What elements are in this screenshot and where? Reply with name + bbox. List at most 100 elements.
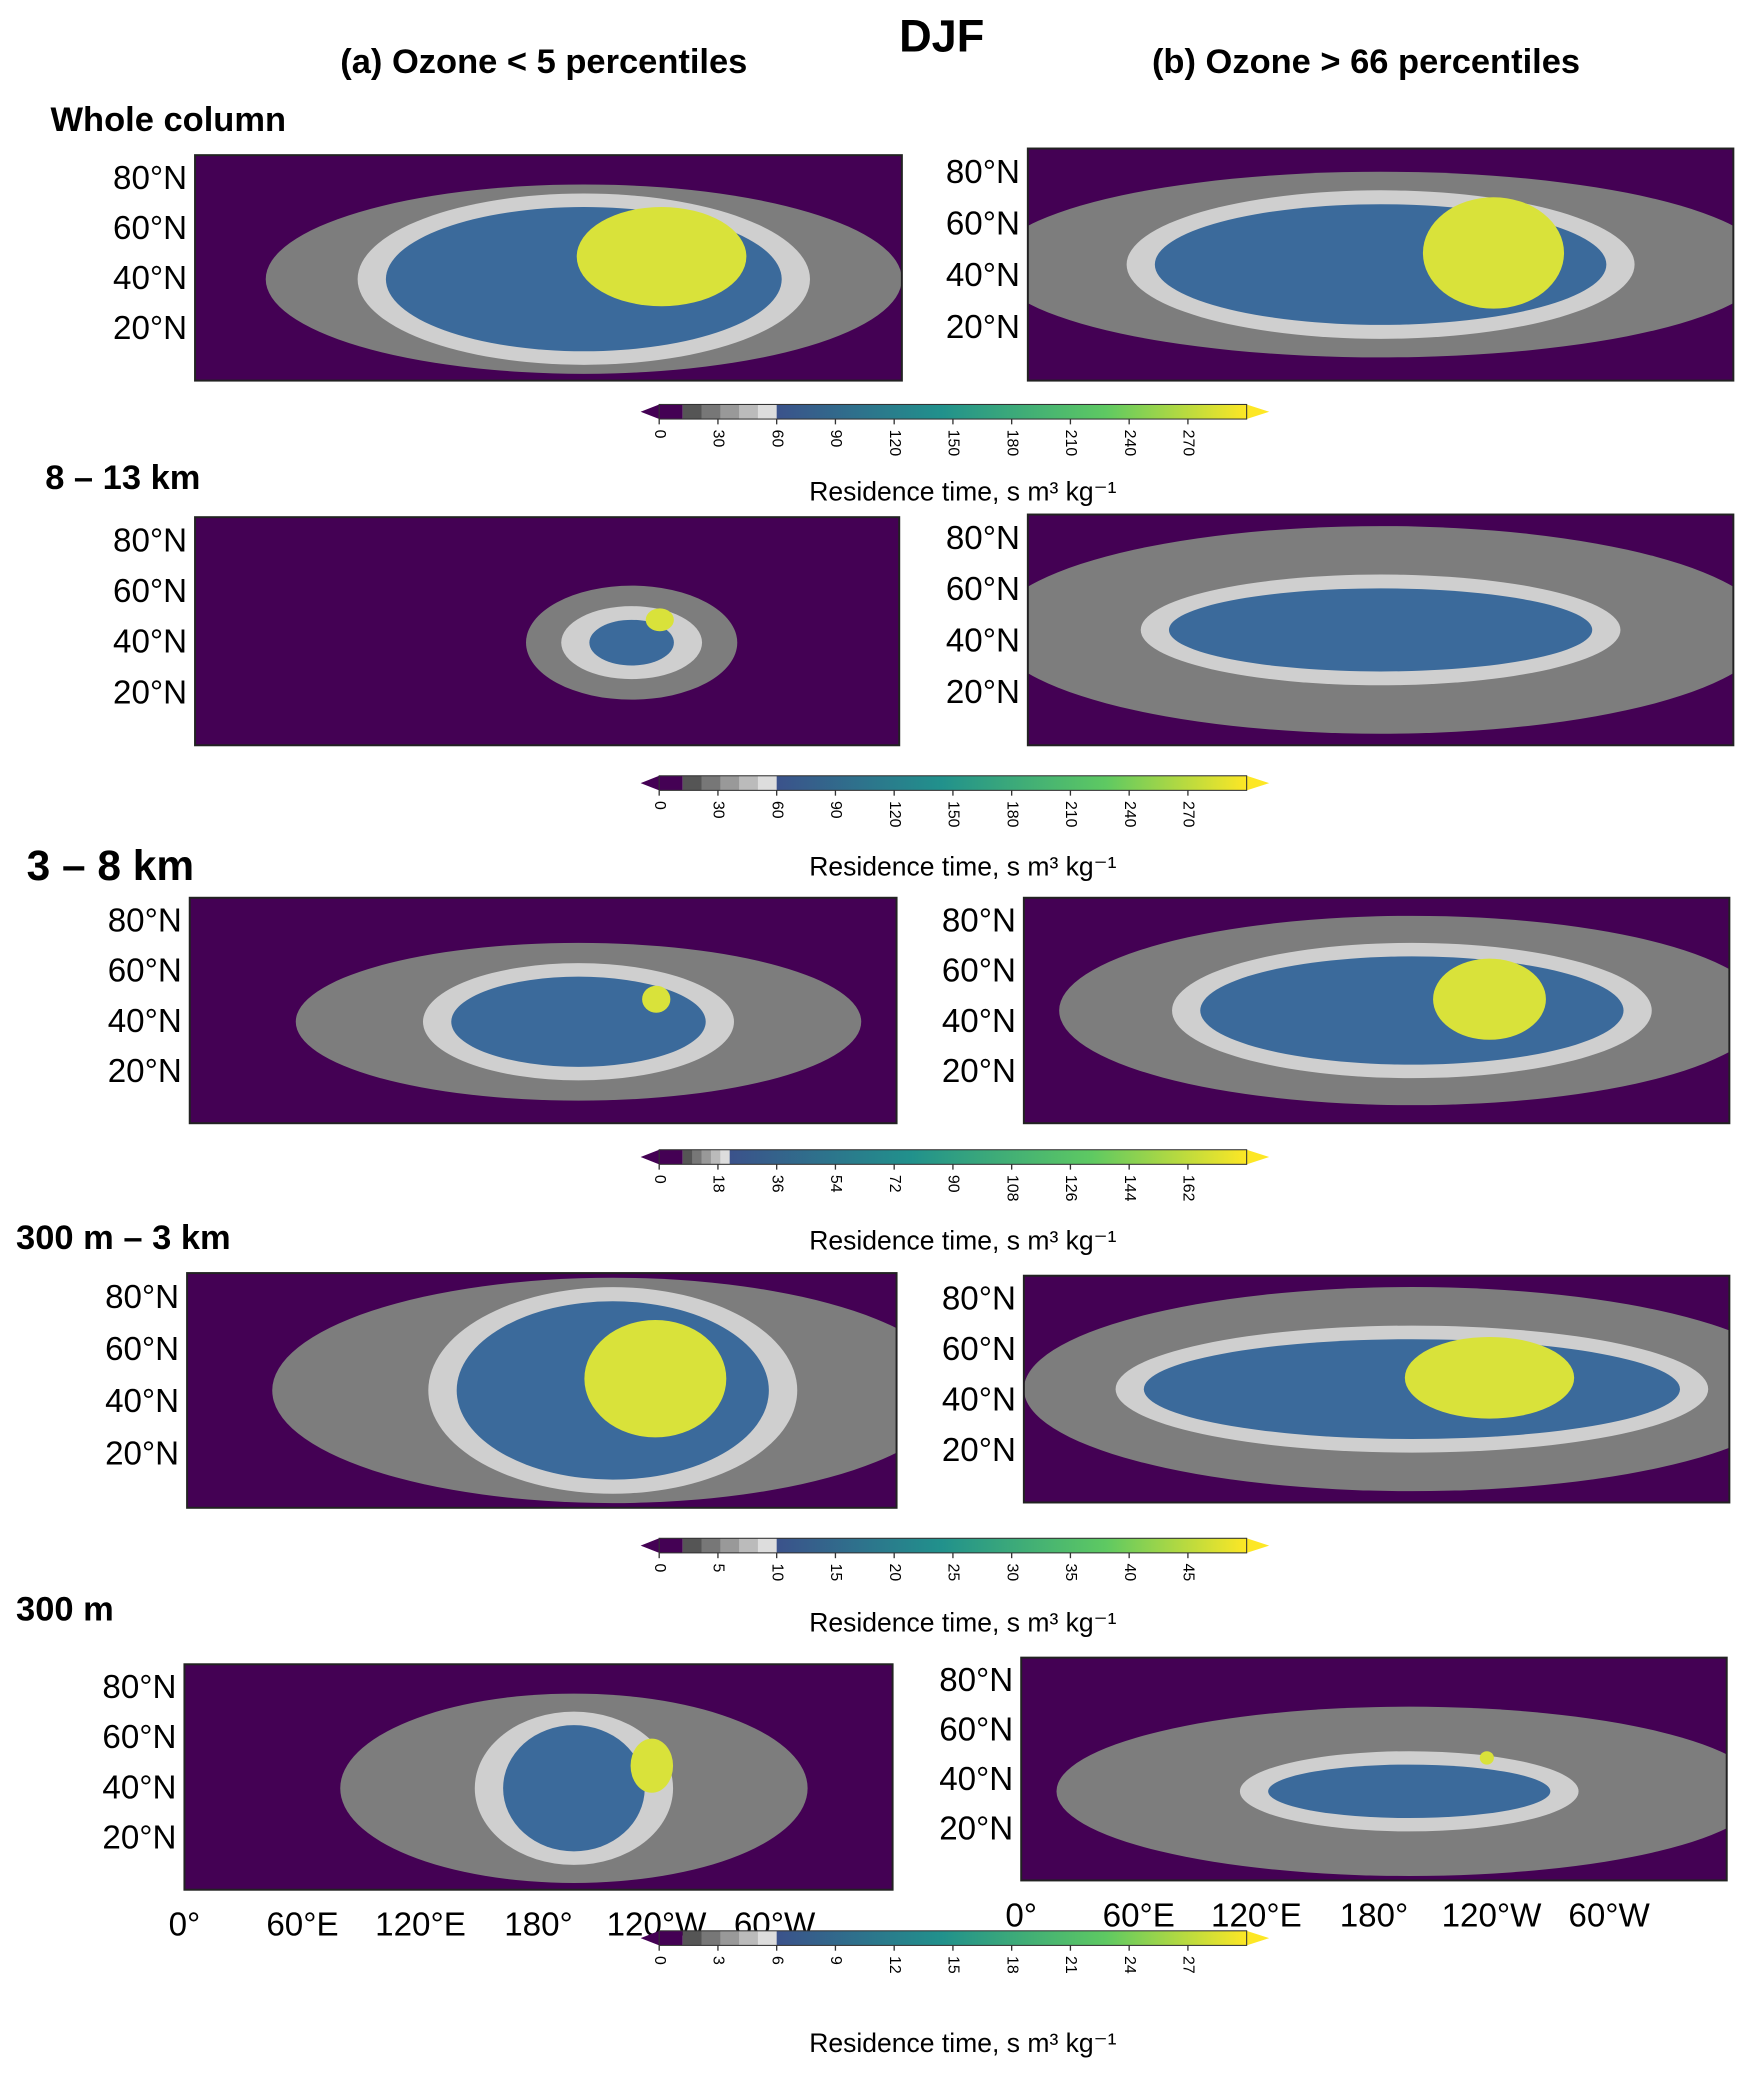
colorbar-segment bbox=[757, 1930, 778, 1946]
colorbar-segment bbox=[776, 775, 1247, 791]
colorbar-segment bbox=[710, 1149, 721, 1165]
colorbar-segment bbox=[701, 1149, 712, 1165]
colorbar-segment bbox=[692, 1149, 703, 1165]
lat-tick-label: 20°N bbox=[942, 1053, 1016, 1090]
colorbar-segment bbox=[659, 1538, 683, 1553]
lat-tick-label: 40°N bbox=[942, 1381, 1016, 1418]
lat-tick-label: 60°N bbox=[942, 1331, 1016, 1368]
colorbar-segment bbox=[739, 1538, 759, 1553]
colorbar-extend bbox=[640, 1930, 660, 1946]
map-frame bbox=[1026, 147, 1735, 382]
lat-tick-label: 20°N bbox=[102, 1819, 176, 1856]
colorbar-extend bbox=[1246, 1149, 1270, 1165]
lat-tick-label: 60°N bbox=[113, 210, 187, 247]
colorbar-tick-label: 27 bbox=[1180, 1956, 1197, 1974]
row-label: 300 m bbox=[16, 1590, 114, 1628]
map-frame bbox=[1026, 513, 1735, 747]
colorbar-segment bbox=[776, 404, 1247, 420]
colorbar-segment bbox=[701, 775, 721, 791]
lat-tick-label: 60°N bbox=[108, 953, 182, 990]
colorbar-segment bbox=[720, 1538, 740, 1553]
colorbar-tick-label: 3 bbox=[710, 1956, 727, 1965]
lon-tick-label: 60°E bbox=[266, 1907, 338, 1944]
lat-tick-label: 80°N bbox=[939, 1662, 1013, 1699]
colorbar-tick-label: 60 bbox=[768, 801, 785, 819]
map bbox=[1023, 897, 1730, 1124]
colorbar-label: Residence time, s m³ kg⁻¹ bbox=[809, 1607, 1116, 1637]
row-label: Whole column bbox=[51, 101, 287, 139]
lat-tick-label: 20°N bbox=[946, 309, 1020, 346]
colorbar-segment bbox=[701, 404, 721, 420]
colorbar-tick-label: 0 bbox=[651, 801, 668, 810]
colorbar-tick-label: 15 bbox=[827, 1563, 844, 1581]
lat-tick-label: 80°N bbox=[113, 160, 187, 197]
colorbar-segment bbox=[757, 404, 778, 420]
colorbar-segment bbox=[682, 1930, 703, 1946]
colorbar-extend bbox=[1246, 1538, 1270, 1553]
lat-tick-label: 80°N bbox=[942, 903, 1016, 940]
colorbar-segment bbox=[659, 404, 683, 420]
region-blue bbox=[1168, 588, 1593, 672]
lon-tick-label: 0° bbox=[1005, 1897, 1037, 1934]
lat-tick-label: 80°N bbox=[113, 522, 187, 559]
map-frame bbox=[1022, 1274, 1731, 1504]
region-yellow bbox=[645, 608, 674, 632]
lat-tick-label: 20°N bbox=[946, 674, 1020, 711]
lat-tick-label: 20°N bbox=[113, 674, 187, 711]
map bbox=[195, 155, 902, 381]
map-frame bbox=[183, 1663, 894, 1891]
map-frame bbox=[1020, 1656, 1728, 1882]
colorbar-tick-label: 0 bbox=[651, 430, 668, 439]
region-blue bbox=[1268, 1764, 1551, 1819]
colorbar-tick-label: 240 bbox=[1121, 801, 1138, 828]
colorbar-extend bbox=[640, 1149, 660, 1165]
colorbar-tick-label: 45 bbox=[1180, 1563, 1197, 1581]
region-yellow bbox=[584, 1320, 727, 1438]
colorbar-tick-label: 9 bbox=[827, 1956, 844, 1965]
region-blue bbox=[1200, 956, 1624, 1065]
colorbar-segment bbox=[720, 1930, 740, 1946]
map-frame bbox=[194, 154, 903, 382]
colorbar-segment bbox=[720, 404, 740, 420]
colorbar-tick-label: 180 bbox=[1003, 430, 1020, 457]
lon-tick-label: 0° bbox=[169, 1907, 201, 1944]
colorbar-tick-label: 240 bbox=[1121, 430, 1138, 457]
map-frame bbox=[188, 896, 898, 1125]
colorbar-tick-label: 60 bbox=[768, 430, 785, 448]
colorbar-segment bbox=[729, 1149, 1247, 1165]
colorbar-tick-label: 0 bbox=[651, 1956, 668, 1965]
colorbar-tick-label: 270 bbox=[1180, 801, 1197, 828]
colorbar-segment bbox=[757, 1538, 778, 1553]
region-yellow bbox=[1479, 1751, 1494, 1765]
map bbox=[187, 1273, 897, 1508]
lat-tick-label: 20°N bbox=[939, 1811, 1013, 1848]
colorbar-segment bbox=[682, 1538, 703, 1553]
map bbox=[184, 1664, 893, 1890]
lon-tick-label: 60°W bbox=[1568, 1897, 1650, 1934]
region-yellow bbox=[1422, 197, 1565, 309]
colorbar-tick-label: 35 bbox=[1062, 1563, 1079, 1581]
colorbar-tick-label: 120 bbox=[886, 801, 903, 828]
colorbar-segment bbox=[739, 775, 759, 791]
colorbar-tick-label: 210 bbox=[1062, 430, 1079, 457]
lat-tick-label: 80°N bbox=[946, 520, 1020, 557]
colorbar-extend bbox=[640, 1538, 660, 1553]
colorbar-segment bbox=[720, 1149, 731, 1165]
colorbar-segment bbox=[659, 1930, 683, 1946]
colorbar-tick-label: 5 bbox=[710, 1563, 727, 1572]
colorbar-tick-label: 270 bbox=[1180, 430, 1197, 457]
lat-tick-label: 40°N bbox=[113, 624, 187, 661]
colorbar-tick-label: 150 bbox=[945, 430, 962, 457]
colorbar-tick-label: 18 bbox=[1003, 1956, 1020, 1974]
lon-tick-label: 120°E bbox=[1211, 1897, 1302, 1934]
region-yellow bbox=[1404, 1336, 1575, 1419]
lat-tick-label: 40°N bbox=[105, 1383, 179, 1420]
row-label: 300 m – 3 km bbox=[16, 1219, 231, 1257]
colorbar-segment bbox=[739, 404, 759, 420]
map-frame bbox=[186, 1272, 898, 1509]
lat-tick-label: 40°N bbox=[942, 1003, 1016, 1040]
colorbar-tick-label: 15 bbox=[945, 1956, 962, 1974]
lat-tick-label: 80°N bbox=[108, 903, 182, 940]
colorbar-tick-label: 180 bbox=[1003, 801, 1020, 828]
